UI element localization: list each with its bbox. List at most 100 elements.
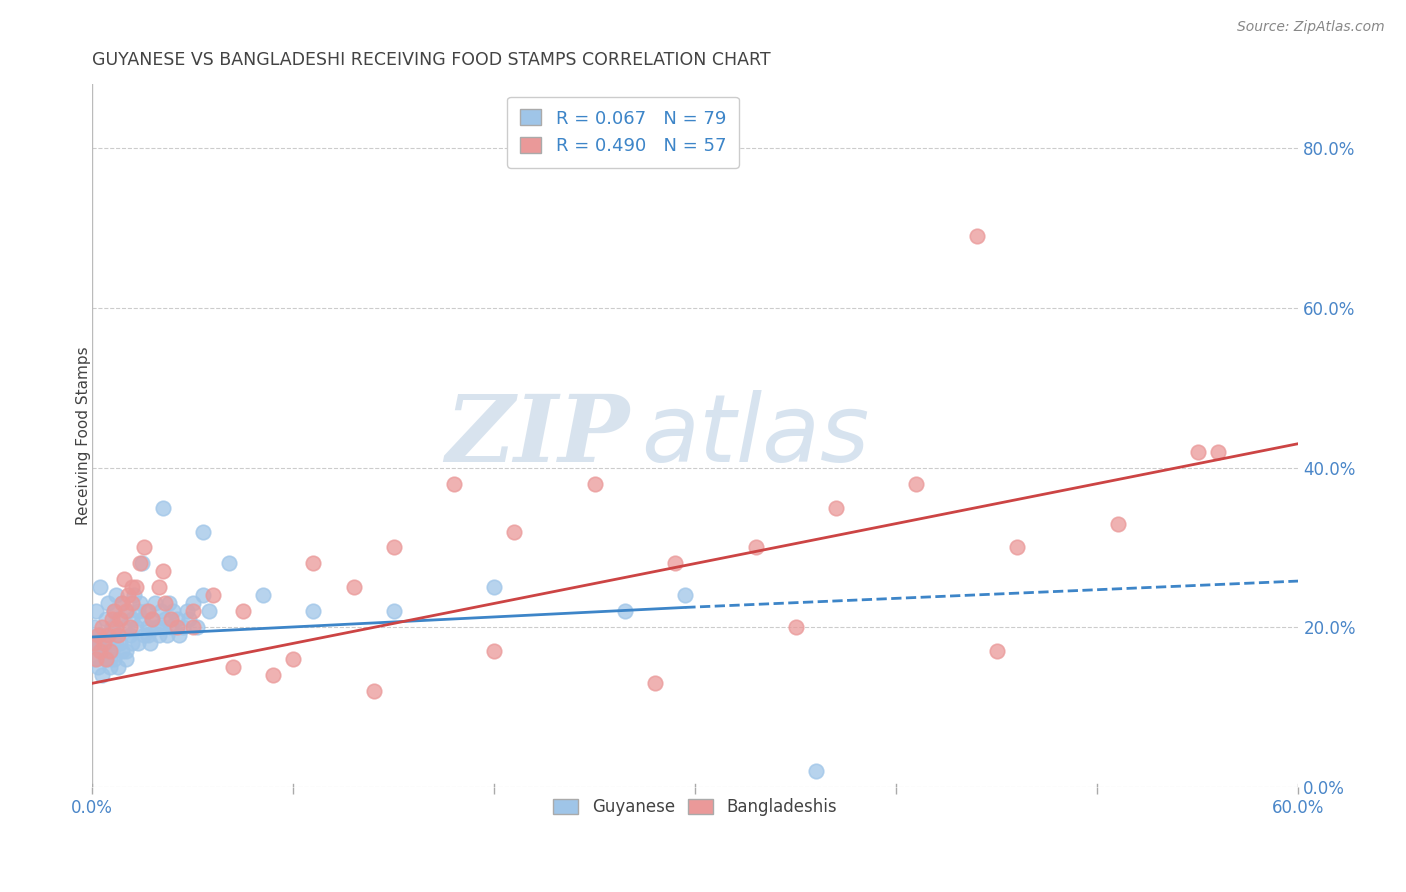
Point [152, 620, 174, 634]
Point [87, 660, 110, 674]
Point [825, 500, 848, 515]
Point [138, 620, 160, 634]
Point [89, 581, 111, 595]
Point [186, 620, 208, 634]
Point [129, 596, 152, 610]
Point [804, 764, 827, 779]
Point [1005, 541, 1028, 555]
Point [145, 620, 167, 634]
Point [141, 612, 163, 626]
Point [986, 644, 1008, 658]
Point [134, 541, 156, 555]
Point [157, 596, 180, 610]
Point [218, 557, 240, 571]
Point [87, 636, 110, 650]
Point [966, 228, 988, 243]
Point [89, 644, 111, 658]
Point [283, 652, 305, 666]
Point [159, 612, 181, 626]
Point [111, 644, 134, 658]
Point [302, 604, 325, 618]
Point [262, 668, 284, 682]
Point [1107, 516, 1129, 531]
Point [96, 652, 118, 666]
Point [167, 628, 190, 642]
Point [201, 589, 224, 603]
Point [181, 604, 204, 618]
Point [222, 660, 245, 674]
Point [112, 573, 135, 587]
Point [120, 620, 142, 634]
Point [115, 652, 138, 666]
Point [644, 676, 666, 690]
Point [97, 628, 120, 642]
Point [83, 620, 105, 634]
Point [105, 589, 128, 603]
Point [93, 644, 115, 658]
Point [103, 652, 125, 666]
Point [302, 557, 325, 571]
Point [166, 620, 188, 634]
Point [134, 628, 156, 642]
Point [785, 620, 807, 634]
Point [115, 644, 138, 658]
Point [131, 557, 153, 571]
Point [1206, 444, 1229, 458]
Point [107, 660, 129, 674]
Point [673, 589, 696, 603]
Point [176, 604, 198, 618]
Y-axis label: Receiving Food Stamps: Receiving Food Stamps [76, 346, 91, 525]
Text: GUYANESE VS BANGLADESHI RECEIVING FOOD STAMPS CORRELATION CHART: GUYANESE VS BANGLADESHI RECEIVING FOOD S… [93, 51, 770, 69]
Point [105, 636, 128, 650]
Point [105, 628, 128, 642]
Point [135, 604, 157, 618]
Point [125, 581, 148, 595]
Point [121, 581, 143, 595]
Point [342, 581, 364, 595]
Point [252, 589, 274, 603]
Text: atlas: atlas [641, 390, 869, 481]
Point [583, 476, 606, 491]
Point [107, 612, 129, 626]
Point [1187, 444, 1209, 458]
Point [141, 612, 163, 626]
Point [382, 541, 405, 555]
Point [98, 652, 121, 666]
Point [84, 652, 107, 666]
Point [162, 604, 184, 618]
Point [127, 604, 149, 618]
Point [91, 668, 114, 682]
Point [905, 476, 928, 491]
Text: ZIP: ZIP [444, 391, 628, 481]
Point [117, 589, 139, 603]
Point [89, 628, 111, 642]
Point [191, 524, 214, 539]
Point [181, 620, 204, 634]
Text: Source: ZipAtlas.com: Source: ZipAtlas.com [1237, 20, 1385, 34]
Point [97, 596, 120, 610]
Point [503, 524, 526, 539]
Point [148, 581, 170, 595]
Point [91, 644, 114, 658]
Point [443, 476, 465, 491]
Point [91, 620, 114, 634]
Point [129, 557, 152, 571]
Point [121, 596, 143, 610]
Point [139, 636, 162, 650]
Point [120, 628, 142, 642]
Point [127, 636, 149, 650]
Point [149, 604, 172, 618]
Point [484, 644, 506, 658]
Point [124, 589, 146, 603]
Point [96, 612, 118, 626]
Point [131, 612, 153, 626]
Point [101, 644, 124, 658]
Point [143, 596, 166, 610]
Point [613, 604, 636, 618]
Point [101, 612, 124, 626]
Point [98, 644, 121, 658]
Point [166, 612, 188, 626]
Point [87, 628, 110, 642]
Point [84, 604, 107, 618]
Point [153, 612, 176, 626]
